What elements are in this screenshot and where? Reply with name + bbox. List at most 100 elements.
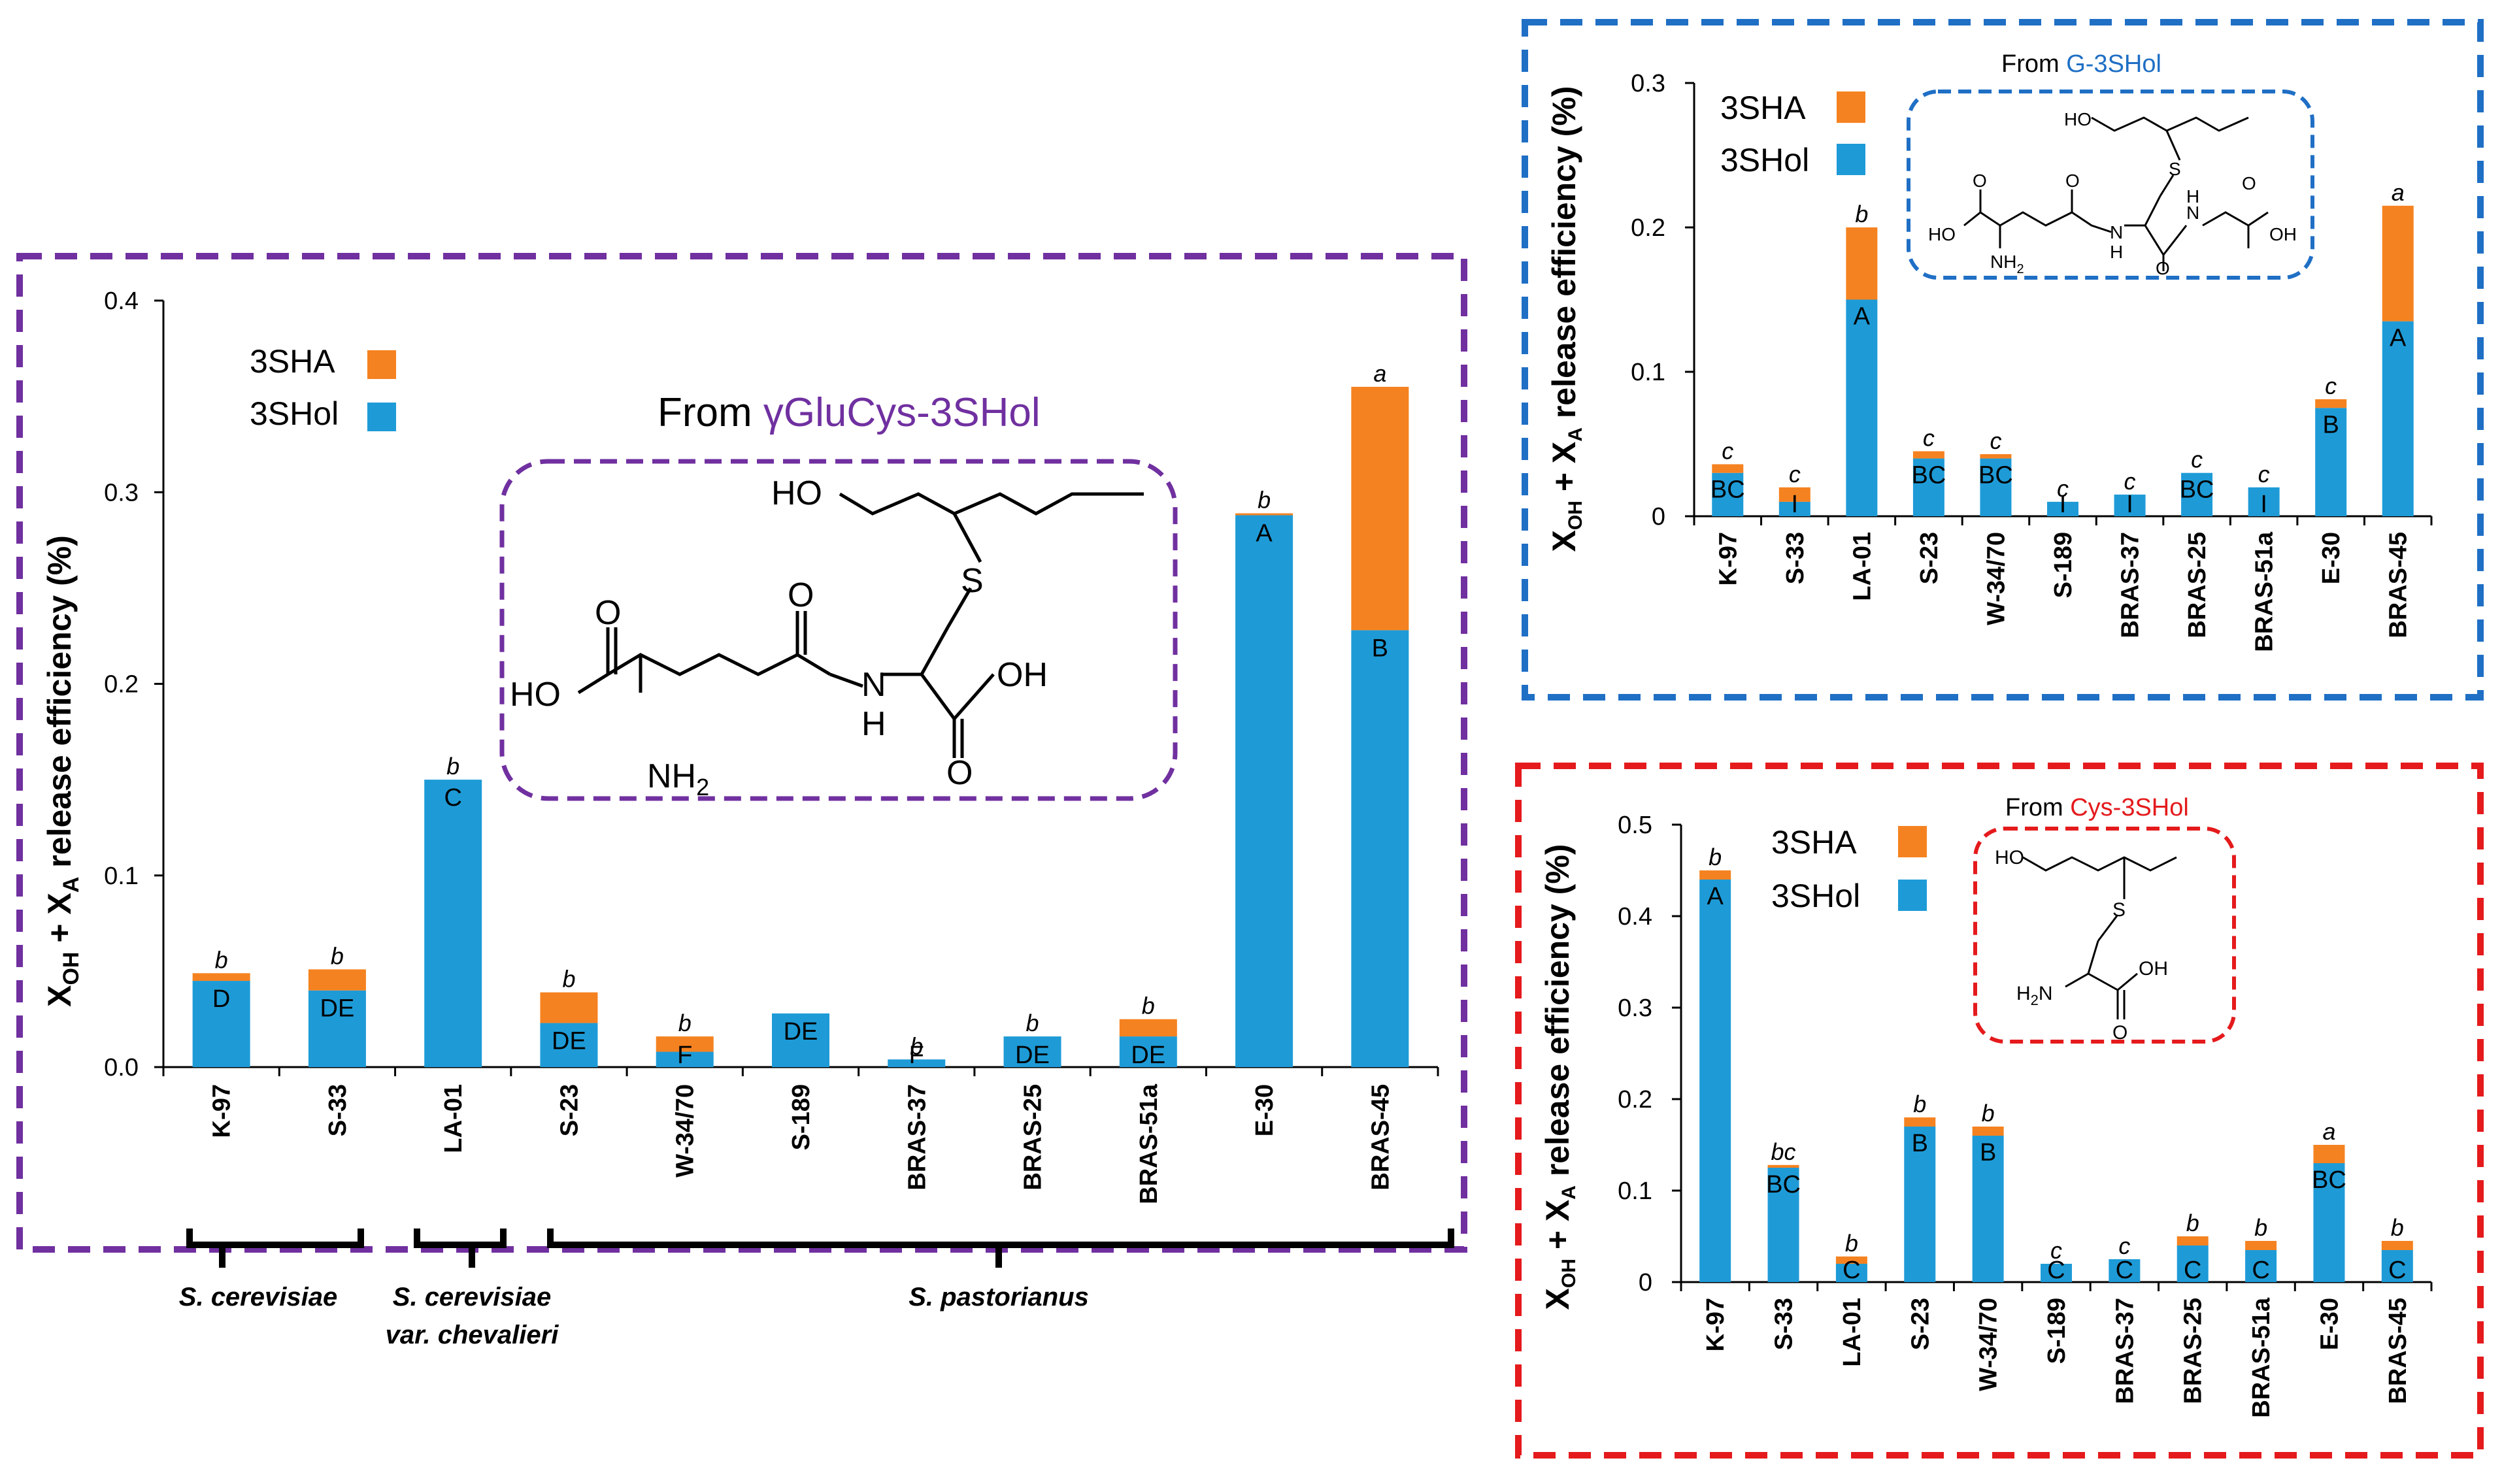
bar-3shol <box>540 1023 598 1067</box>
bar-3shol <box>2245 1250 2277 1282</box>
structure-gglucys-text: HO S O O N H OH O HO NH2 <box>510 474 1048 800</box>
legend-label-3sha: 3SHA <box>1771 824 1857 861</box>
significance-letter-lower: I <box>2060 491 2067 518</box>
nh-sub: 2 <box>2016 262 2024 276</box>
x-tick-label: BRAS-51a <box>2251 531 2278 652</box>
h2n-n: N <box>2039 983 2053 1004</box>
significance-letter-lower: DE <box>552 1028 586 1055</box>
bar-3shol <box>1778 501 1810 516</box>
bar-3sha <box>1699 870 1731 880</box>
bar-3sha <box>1235 513 1293 516</box>
atom-o: O <box>2112 1022 2127 1044</box>
y-tick-label: 0.3 <box>1631 70 1665 97</box>
significance-letter-upper: b <box>331 942 344 969</box>
atom-n: N <box>861 666 886 704</box>
bar-3sha <box>1912 451 1944 459</box>
nh-main: NH <box>647 757 696 795</box>
title-highlight: Cys-3SHol <box>2070 794 2189 821</box>
significance-letter-lower: F <box>909 1042 924 1069</box>
atom-nh: NH2 <box>647 757 709 800</box>
significance-letter-lower: F <box>677 1042 692 1069</box>
axes: 0 0.1 0.2 0.3 0.4 0.5 <box>1618 812 2433 1296</box>
bar-3shol <box>424 780 482 1067</box>
significance-letter-upper: a <box>1373 360 1386 387</box>
x-tick-label: LA-01 <box>1848 532 1876 601</box>
ylabel-plus: + X <box>1546 442 1582 501</box>
bar-3shol <box>656 1051 714 1067</box>
significance-letter-upper: a <box>2392 179 2405 206</box>
significance-letter-upper: c <box>1923 425 1935 452</box>
species-cerevisiae: S. cerevisiae <box>179 1283 337 1311</box>
x-tick-label: S-23 <box>556 1084 583 1136</box>
legend-swatch-3sha <box>367 350 396 379</box>
bars <box>192 386 1409 1067</box>
bars <box>1712 205 2414 516</box>
legend-label-3shol: 3SHol <box>250 395 339 432</box>
x-tick-label: BRAS-37 <box>903 1084 931 1191</box>
x-tick-label: S-33 <box>324 1084 352 1136</box>
structure-frame-g3shol <box>1907 90 2314 280</box>
legend-label-3sha: 3SHA <box>250 343 335 380</box>
structure-g3shol <box>1963 116 2269 271</box>
y-axis-title: XOH + XA release efficiency (%) <box>41 535 84 1007</box>
significance-letter-upper: b <box>1982 1100 1995 1127</box>
x-tick-label: S-189 <box>2043 1298 2071 1364</box>
significance-letter-lower: D <box>212 985 230 1013</box>
significance-letter-lower: DE <box>1131 1042 1165 1069</box>
x-tick-label: BRAS-25 <box>2180 1298 2207 1404</box>
atom-h1: H <box>2110 242 2123 262</box>
bar-3sha <box>1904 1117 1936 1127</box>
significance-letter-upper: c <box>1990 427 2001 454</box>
significance-letter-upper: b <box>1845 1230 1858 1257</box>
x-tick-label: LA-01 <box>440 1084 467 1153</box>
ylabel-rest: release efficiency (%) <box>1539 844 1576 1186</box>
significance-letter-lower: A <box>1256 519 1273 547</box>
bar-3sha <box>656 1036 714 1052</box>
significance-letter-lower: I <box>1792 491 1799 518</box>
structure-cys3shol-text: HO S OH O H2N <box>1995 847 2168 1044</box>
atom-h2n: H2N <box>2016 983 2053 1008</box>
species-chevalieri-2: var. chevalieri <box>386 1321 559 1349</box>
y-tick-label: 0.0 <box>104 1054 139 1081</box>
significance-letter-lower: DE <box>1015 1042 1050 1069</box>
atom-o3: O <box>946 754 973 792</box>
bar-3shol <box>2181 472 2213 516</box>
bar-3shol <box>1980 458 2012 516</box>
title-highlight: G-3SHol <box>2066 50 2161 78</box>
blue-frame <box>1522 19 2484 701</box>
bar-3sha <box>2382 205 2414 322</box>
atom-s: S <box>961 562 984 600</box>
atom-o3: O <box>2156 258 2170 278</box>
x-tick-label: S-23 <box>1916 532 1943 584</box>
y-tick-label: 0.1 <box>1631 359 1665 386</box>
bar-3shol <box>888 1059 946 1067</box>
y-tick-label: 0.1 <box>1618 1178 1652 1205</box>
x-tick-label: S-189 <box>788 1084 815 1150</box>
x-tick-label: BRAS-25 <box>1020 1084 1047 1191</box>
ylabel-x1: X <box>1546 530 1582 552</box>
bar-3shol <box>772 1013 829 1067</box>
significance-letter-upper: b <box>1913 1091 1926 1117</box>
significance-letter-lower: A <box>1707 883 1724 910</box>
bar-3shol <box>1351 630 1409 1067</box>
atom-ho: HO <box>2064 109 2092 129</box>
significance-letter-upper: a <box>2322 1118 2335 1145</box>
atom-o1: O <box>1973 171 1987 191</box>
x-tick-label: BRAS-37 <box>2111 1298 2139 1404</box>
x-tick-label: E-30 <box>2318 532 2345 584</box>
significance-letter-upper: b <box>910 1032 923 1059</box>
significance-letter-upper: c <box>2118 1232 2130 1259</box>
significance-letter-lower: I <box>2260 491 2267 518</box>
y-tick-label: 0.1 <box>104 863 139 890</box>
x-tick-label: BRAS-37 <box>2117 532 2144 638</box>
bar-3shol <box>1846 299 1878 516</box>
significance-letter-upper: b <box>678 1010 692 1036</box>
ylabel-oh: OH <box>1558 1259 1580 1288</box>
atom-nh2: NH2 <box>1990 252 2024 276</box>
x-tick-label: BRAS-45 <box>2384 1298 2412 1404</box>
bar-3shol <box>1972 1136 2004 1282</box>
significance-letter-lower: BC <box>1912 462 1946 489</box>
x-tick-label: S-33 <box>1771 1298 1798 1350</box>
chart-cys3shol: 00.10.20.30.40.5 K-97bAS-33bcBCLA-01bCS-… <box>1539 794 2433 1418</box>
bar-3shol <box>1699 880 1731 1282</box>
